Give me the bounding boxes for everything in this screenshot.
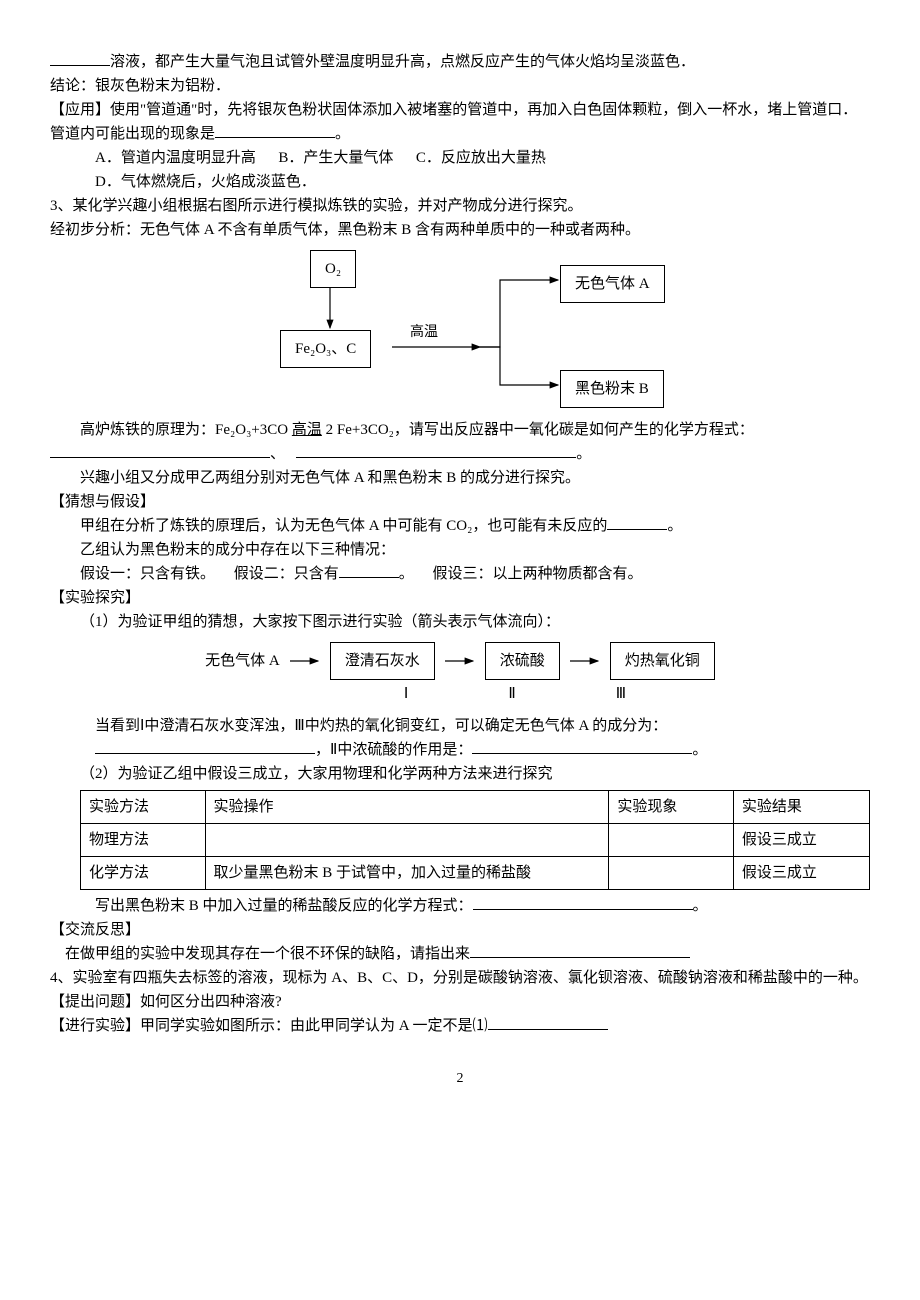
box-powder-b: 黑色粉末 B [560,370,664,408]
application-tag: 【应用】 [50,102,110,118]
experiment-section-tag: 【实验探究】 [50,586,870,610]
ask-line: 【提出问题】如何区分出四种溶液? [50,990,870,1014]
td-phenomenon [609,824,734,857]
choice-row-2: D．气体燃烧后，火焰成淡蓝色． [50,170,870,194]
roman-2: Ⅱ [508,682,515,706]
box-cuo: 灼热氧化铜 [610,642,715,680]
page-number: 2 [50,1068,870,1090]
box-gas-a: 无色气体 A [560,265,665,303]
td-operation: 取少量黑色粉末 B 于试管中，加入过量的稀盐酸 [205,857,609,890]
td-phenomenon [609,857,734,890]
blank-hcl-eq [473,894,693,910]
blank-defect [470,942,690,958]
blank-unreacted [607,514,667,530]
q3-title: 3、某化学兴趣小组根据右图所示进行模拟炼铁的实验，并对产物成分进行探究。 [50,194,870,218]
td-result: 假设三成立 [733,857,869,890]
td-operation [205,824,609,857]
td-result: 假设三成立 [733,824,869,857]
hypothesis-row: 假设一：只含有铁。 假设二：只含有。 假设三：以上两种物质都含有。 [50,562,870,586]
do-tag: 【进行实验】 [50,1018,140,1034]
table-row: 物理方法 假设三成立 [81,824,870,857]
group-split-line: 兴趣小组又分成甲乙两组分别对无色气体 A 和黑色粉末 B 的成分进行探究。 [50,466,870,490]
blank-eq1 [50,442,270,458]
td-method: 化学方法 [81,857,206,890]
equation-write-line: 写出黑色粉末 B 中加入过量的稀盐酸反应的化学方程式：。 [50,894,870,918]
q3-analysis: 经初步分析：无色气体 A 不含有单质气体，黑色粉末 B 含有两种单质中的一种或者… [50,218,870,242]
do-line: 【进行实验】甲同学实验如图所示：由此甲同学认为 A 一定不是⑴ [50,1014,870,1038]
equation-condition: 高温 [292,422,322,438]
box-limewater: 澄清石灰水 [330,642,435,680]
experiment-1: （1）为验证甲组的猜想，大家按下图示进行实验（箭头表示气体流向）： [50,610,870,634]
ask-tag: 【提出问题】 [50,994,140,1010]
roman-1: Ⅰ [404,682,408,706]
box-h2so4: 浓硫酸 [485,642,560,680]
result-paragraph: 当看到Ⅰ中澄清石灰水变浑浊，Ⅲ中灼热的氧化铜变红，可以确定无色气体 A 的成分为… [50,714,870,762]
th-operation: 实验操作 [205,791,609,824]
roman-3: Ⅲ [616,682,626,706]
choice-C: C．反应放出大量热 [416,150,546,166]
table-header-row: 实验方法 实验操作 实验现象 实验结果 [81,791,870,824]
roman-labels-row: Ⅰ Ⅱ Ⅲ [50,682,870,706]
hypothesis-2-pre: 假设二：只含有 [234,566,339,582]
th-method: 实验方法 [81,791,206,824]
hypothesis-1: 假设一：只含有铁。 [80,566,215,582]
guess-line-2: 乙组认为黑色粉末的成分中存在以下三种情况： [50,538,870,562]
choice-A: A．管道内温度明显升高 [95,150,256,166]
label-high-temp: 高温 [410,322,438,344]
arrow-icon [445,653,475,669]
blast-furnace-line: 高炉炼铁的原理为：Fe₂O₃+3CO 高温 2 Fe+3CO₂，请写出反应器中一… [50,418,870,466]
experiment-2: （2）为验证乙组中假设三成立，大家用物理和化学两种方法来进行探究 [50,762,870,786]
arrow-icon [290,653,320,669]
experiment-table: 实验方法 实验操作 实验现象 实验结果 物理方法 假设三成立 化学方法 取少量黑… [80,790,870,890]
choice-D: D．气体燃烧后，火焰成淡蓝色． [95,174,316,190]
application-paragraph: 【应用】使用"管道通"时，先将银灰色粉状固体添加入被堵塞的管道中，再加入白色固体… [50,98,870,146]
equation-left: Fe₂O₃+3CO [215,422,288,438]
blank-h2so4-role [472,738,692,754]
blank-application [215,122,335,138]
blank-solution [50,50,110,66]
th-result: 实验结果 [733,791,869,824]
blank-hypo2 [339,562,399,578]
conclusion-line: 结论：银灰色粉末为铝粉． [50,74,870,98]
box-fe2o3-c: Fe₂O₃、C [280,330,371,368]
q4-title: 4、实验室有四瓶失去标签的溶液，现标为 A、B、C、D，分别是碳酸钠溶液、氯化钡… [50,966,870,990]
table-row: 化学方法 取少量黑色粉末 B 于试管中，加入过量的稀盐酸 假设三成立 [81,857,870,890]
diagram-flowchart-1: O₂ Fe₂O₃、C 高温 无色气体 A 黑色粉末 B [50,250,870,410]
diagram-flowchart-2: 无色气体 A 澄清石灰水 浓硫酸 灼热氧化铜 [50,642,870,680]
choice-row-1: A．管道内温度明显升高 B．产生大量气体 C．反应放出大量热 [50,146,870,170]
equation-right: 2 Fe+3CO₂ [326,422,394,438]
arrow-icon [570,653,600,669]
reflect-section-tag: 【交流反思】 [50,918,870,942]
blank-component [95,738,315,754]
hypothesis-3: 假设三：以上两种物质都含有。 [433,566,643,582]
blank-eq2 [296,442,576,458]
guess-section-tag: 【猜想与假设】 [50,490,870,514]
reflect-line: 在做甲组的实验中发现其存在一个很不环保的缺陷，请指出来 [50,942,870,966]
paragraph-1: 溶液，都产生大量气泡且试管外壁温度明显升高，点燃反应产生的气体火焰均呈淡蓝色． [50,50,870,74]
td-method: 物理方法 [81,824,206,857]
guess-line-1: 甲组在分析了炼铁的原理后，认为无色气体 A 中可能有 CO₂，也可能有未反应的。 [50,514,870,538]
box-o2: O₂ [310,250,356,288]
label-gas-a: 无色气体 A [205,649,280,673]
blank-not-a [488,1014,608,1030]
choice-B: B．产生大量气体 [278,150,393,166]
th-phenomenon: 实验现象 [609,791,734,824]
